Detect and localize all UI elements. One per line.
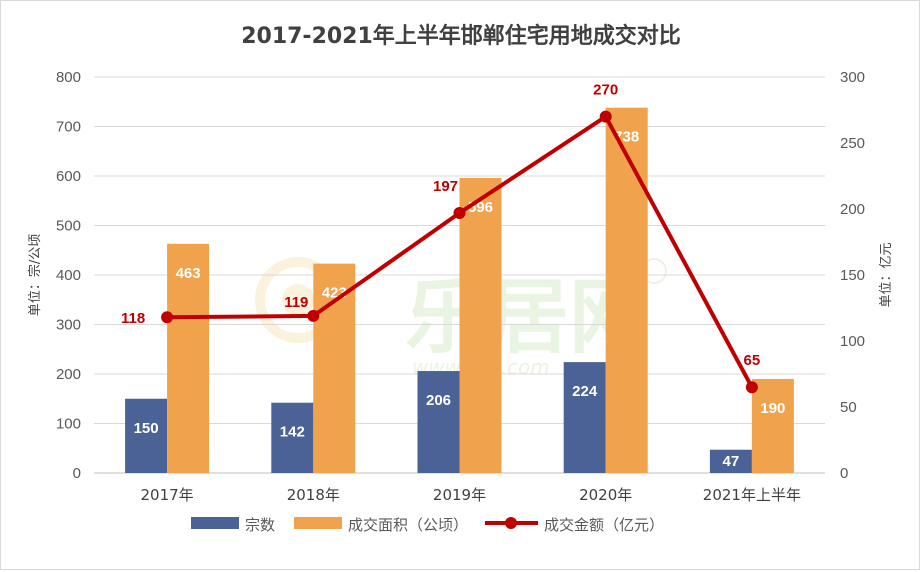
line-point: [599, 110, 612, 123]
bar-data-label: 190: [760, 400, 785, 417]
bar-count: [125, 398, 168, 473]
left-axis-label: 单位：宗/公顷: [27, 234, 43, 316]
legend-swatch-area: [294, 517, 342, 529]
line-point: [307, 309, 320, 322]
left-tick-label: 100: [56, 416, 81, 433]
left-tick-label: 300: [56, 317, 81, 334]
right-tick-label: 100: [840, 333, 865, 350]
line-point: [745, 381, 758, 394]
legend-swatch-count: [191, 517, 239, 529]
line-point: [453, 206, 466, 219]
left-tick-label: 800: [56, 69, 81, 86]
bar-data-label: 150: [134, 420, 159, 437]
bar-area: [751, 378, 794, 473]
category-label: 2020年: [579, 486, 632, 504]
left-tick-label: 700: [56, 119, 81, 136]
bar-area: [605, 107, 648, 473]
bar-area: [459, 177, 502, 474]
right-tick-label: 300: [840, 69, 865, 86]
left-tick-label: 0: [73, 465, 81, 482]
bar-area: [313, 263, 356, 473]
category-labels: 2017年 2018年 2019年 2020年 2021年上半年: [141, 486, 801, 504]
category-label: 2018年: [287, 486, 340, 504]
line-data-label: 119: [284, 294, 308, 311]
left-tick-label: 500: [56, 218, 81, 235]
line-data-label: 197: [433, 178, 458, 195]
right-tick-label: 150: [840, 267, 865, 284]
bar-data-label: 47: [723, 453, 740, 470]
bar-count: [563, 362, 606, 473]
bar-data-label: 463: [176, 265, 201, 282]
bar-data-label: 206: [426, 392, 451, 409]
right-tick-label: 250: [840, 135, 865, 152]
category-label: 2019年: [433, 486, 486, 504]
legend-label-amount: 成交金额（亿元）: [544, 516, 664, 534]
left-tick-label: 400: [56, 267, 81, 284]
left-tick-label: 600: [56, 168, 81, 185]
line-series: 118 119 197 270 65: [121, 82, 760, 394]
right-axis-ticks: 0 50 100 150 200 250 300: [840, 69, 865, 482]
bar-count: [709, 449, 752, 473]
legend: 宗数 成交面积（公顷） 成交金额（亿元）: [191, 516, 664, 534]
bar-data-label: 224: [572, 383, 598, 400]
line-point: [161, 311, 174, 324]
line-data-label: 118: [121, 310, 145, 327]
line-data-label: 270: [593, 82, 618, 99]
left-axis-ticks: 0 100 200 300 400 500 600 700 800: [56, 69, 81, 482]
right-tick-label: 50: [840, 399, 857, 416]
line-data-label: 65: [744, 352, 761, 369]
left-tick-label: 200: [56, 366, 81, 383]
legend-label-area: 成交面积（公顷）: [348, 516, 468, 534]
bar-data-label: 142: [280, 424, 305, 441]
legend-label-count: 宗数: [245, 516, 275, 534]
category-label: 2021年上半年: [703, 486, 801, 504]
bar-data-label: 596: [468, 199, 493, 216]
right-axis-label: 单位：亿元: [879, 242, 894, 307]
category-label: 2017年: [141, 486, 194, 504]
bar-count: [271, 402, 314, 473]
chart-title: 2017-2021年上半年邯郸住宅用地成交对比: [241, 23, 681, 49]
legend-swatch-amount-marker: [505, 517, 517, 529]
bar-area: [167, 243, 210, 473]
right-tick-label: 200: [840, 201, 865, 218]
right-tick-label: 0: [840, 465, 848, 482]
bar-count: [417, 371, 460, 473]
